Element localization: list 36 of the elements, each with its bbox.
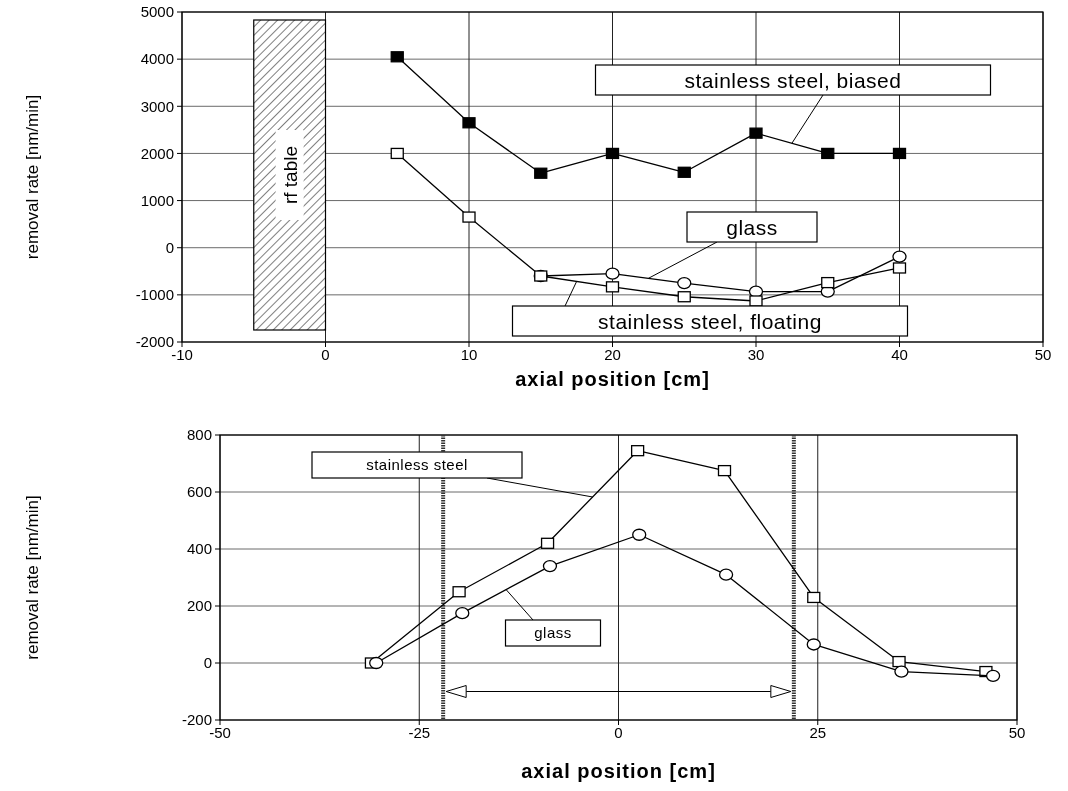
x-tick-label: 30 [747,346,765,363]
x-axis-title: axial position [cm] [515,368,710,390]
y-axis-title: removal rate [nm/min] [23,495,42,660]
y-tick-label: 200 [186,597,212,615]
legend-label: glass [534,624,572,642]
y-tick-label: 2000 [140,144,174,162]
y-axis-title: removal rate [nm/min] [23,94,42,260]
y-tick-label: 5000 [140,3,174,21]
y-tick-label: -200 [181,711,212,729]
x-tick-label: 50 [1008,724,1026,741]
text: glass [726,215,778,239]
series-label: stainless steel, floating [598,309,822,333]
x-tick-label: 40 [891,346,908,363]
x-tick-label: 25 [809,724,827,741]
y-tick-label: 800 [186,426,212,444]
y-tick-label: -2000 [135,333,174,351]
x-tick-label: 10 [460,346,478,363]
text: stainless steel, biased [684,68,902,92]
y-tick-label: 0 [165,238,174,256]
x-tick-label: 0 [321,346,330,363]
band-label: rf table [279,145,301,205]
x-tick-label: -25 [408,724,431,741]
y-tick-label: 400 [186,540,212,558]
y-tick-label: 1000 [140,191,174,209]
y-tick-label: -1000 [135,286,174,304]
y-tick-label: 0 [203,654,212,672]
y-tick-label: 4000 [140,50,174,68]
x-tick-label: 20 [604,346,621,363]
x-tick-label: -50 [209,724,231,741]
x-tick-label: 0 [614,724,623,741]
x-axis-title: axial position [cm] [521,760,716,782]
x-tick-label: -10 [171,346,193,363]
text: stainless steel [366,456,468,474]
x-tick-label: 50 [1034,346,1052,363]
y-tick-label: 3000 [140,97,174,115]
y-tick-label: 600 [186,483,212,501]
